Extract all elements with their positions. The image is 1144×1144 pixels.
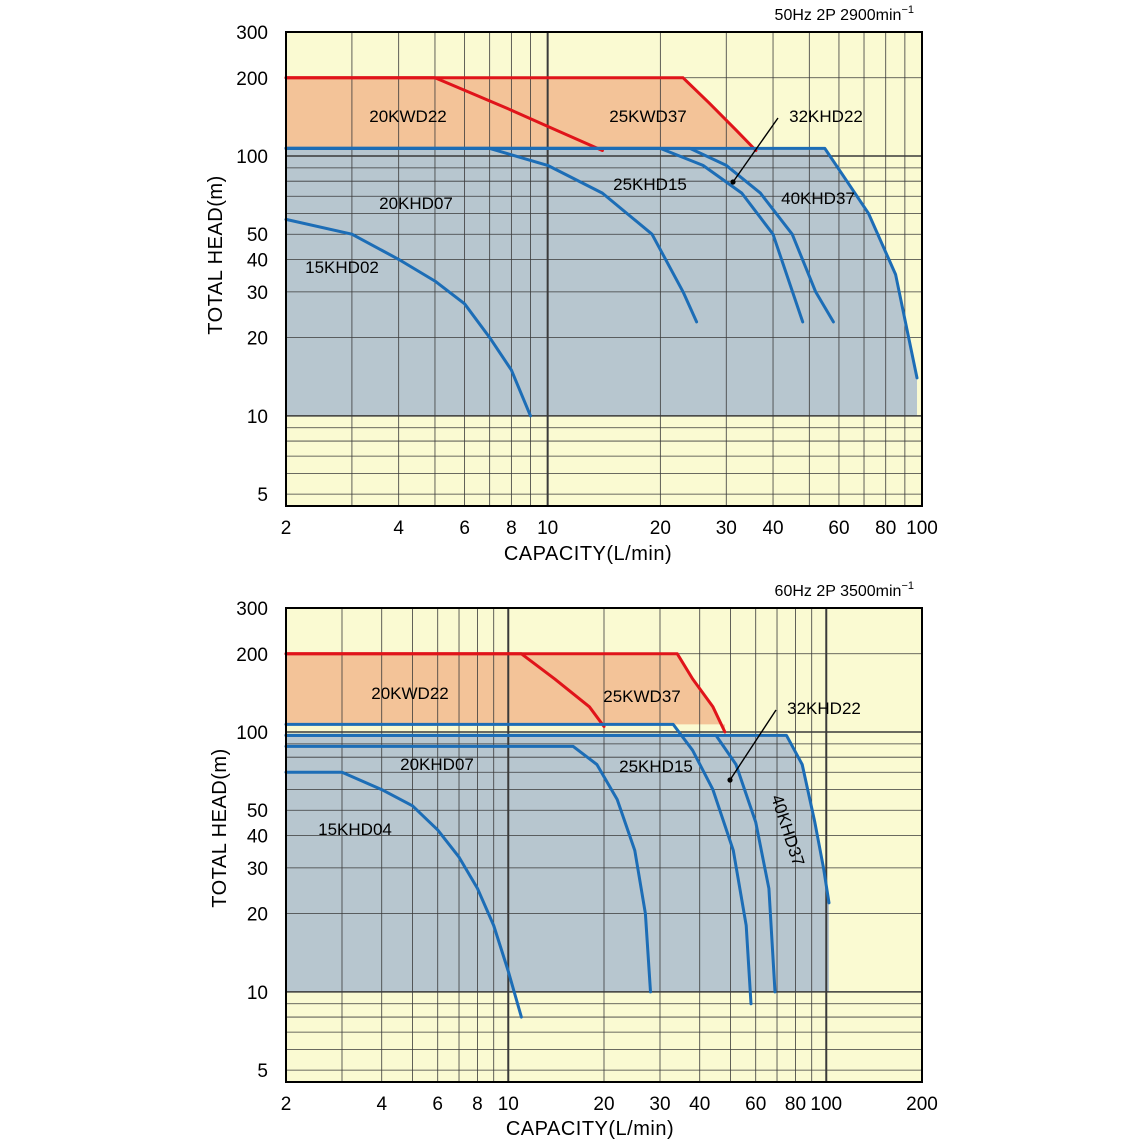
model-label: 25KHD15 — [613, 175, 687, 194]
model-label: 25KHD15 — [619, 757, 693, 776]
y-tick-label: 300 — [236, 599, 268, 620]
y-tick-label: 50 — [247, 225, 268, 246]
leader-line — [729, 709, 777, 781]
x-tick-label: 100 — [810, 1094, 842, 1115]
model-label: 40KHD37 — [781, 189, 855, 208]
x-tick-label: 80 — [875, 518, 896, 539]
y-tick-label: 30 — [247, 283, 268, 304]
y-tick-label: 10 — [247, 407, 268, 428]
y-tick-label: 100 — [236, 147, 268, 168]
y-tick-label: 5 — [257, 485, 268, 506]
model-label: 20KWD22 — [369, 107, 446, 126]
x-axis-label: CAPACITY(L/min) — [504, 543, 672, 565]
x-tick-label: 20 — [593, 1094, 614, 1115]
y-tick-label: 50 — [247, 801, 268, 822]
chart-title-sup: −1 — [901, 4, 914, 16]
y-tick-label: 5 — [257, 1061, 268, 1082]
plot-border — [285, 607, 923, 1083]
x-tick-label: 40 — [689, 1094, 710, 1115]
y-tick-label: 30 — [247, 859, 268, 880]
y-tick-label: 40 — [247, 826, 268, 847]
leader-line — [732, 117, 779, 183]
x-tick-label: 2 — [281, 518, 292, 539]
series-25KWD37 — [284, 652, 727, 734]
chart-title-sup: −1 — [901, 580, 914, 592]
series-25KHD15 — [284, 722, 753, 1006]
model-label: 15KHD02 — [305, 258, 379, 277]
y-tick-label: 200 — [236, 69, 268, 90]
x-tick-label: 8 — [472, 1094, 483, 1115]
chart-title: 50Hz 2P 2900min−1 — [775, 4, 914, 24]
x-tick-label: 20 — [650, 518, 671, 539]
y-tick-label: 10 — [247, 983, 268, 1004]
x-tick-label: 2 — [281, 1094, 292, 1115]
x-tick-label: 100 — [906, 518, 938, 539]
y-axis-label: TOTAL HEAD(m) — [209, 748, 231, 907]
x-tick-label: 6 — [432, 1094, 443, 1115]
y-tick-label: 20 — [247, 905, 268, 926]
x-tick-label: 8 — [506, 518, 517, 539]
x-tick-label: 200 — [906, 1094, 938, 1115]
model-label: 20KHD07 — [400, 755, 474, 774]
model-label: 20KHD07 — [379, 194, 453, 213]
model-label: 15KHD04 — [318, 820, 392, 839]
x-tick-label: 30 — [649, 1094, 670, 1115]
series-25KWD37 — [284, 76, 758, 152]
x-tick-label: 10 — [498, 1094, 519, 1115]
grid — [285, 607, 923, 1082]
x-tick-label: 40 — [762, 518, 783, 539]
x-tick-label: 4 — [393, 518, 404, 539]
x-tick-label: 30 — [716, 518, 737, 539]
model-label: 25KWD37 — [603, 687, 680, 706]
khd-operating-region — [286, 735, 829, 992]
kwd-operating-region — [286, 653, 725, 732]
x-axis-label: CAPACITY(L/min) — [506, 1118, 674, 1140]
chart-title: 60Hz 2P 3500min−1 — [775, 580, 914, 600]
y-tick-label: 40 — [247, 250, 268, 271]
model-label: 32KHD22 — [789, 107, 863, 126]
series-40KHD37 — [284, 733, 831, 905]
y-tick-label: 20 — [247, 329, 268, 350]
x-tick-label: 4 — [376, 1094, 387, 1115]
series-20KHD07 — [284, 744, 652, 994]
y-tick-label: 300 — [236, 23, 268, 44]
chart-50hz: 300 200 100 50 40 30 20 10 52 4 6 8 10 20 30 40 60 80 100 5… — [205, 4, 938, 565]
model-label: 25KWD37 — [609, 107, 686, 126]
leader-dot — [727, 777, 733, 783]
leader-dot — [730, 179, 736, 185]
x-tick-label: 6 — [459, 518, 470, 539]
y-tick-label: 100 — [236, 723, 268, 744]
plot-border — [285, 31, 923, 507]
x-tick-label: 60 — [828, 518, 849, 539]
y-tick-label: 200 — [236, 645, 268, 666]
x-tick-label: 60 — [745, 1094, 766, 1115]
series-15KHD02 — [284, 217, 532, 418]
series-40KHD37 — [284, 146, 919, 380]
model-label: 20KWD22 — [371, 684, 448, 703]
model-label: 32KHD22 — [787, 699, 861, 718]
x-tick-label: 10 — [537, 518, 558, 539]
series-15KHD04 — [284, 770, 523, 1019]
x-tick-label: 80 — [785, 1094, 806, 1115]
y-axis-label: TOTAL HEAD(m) — [205, 175, 227, 334]
